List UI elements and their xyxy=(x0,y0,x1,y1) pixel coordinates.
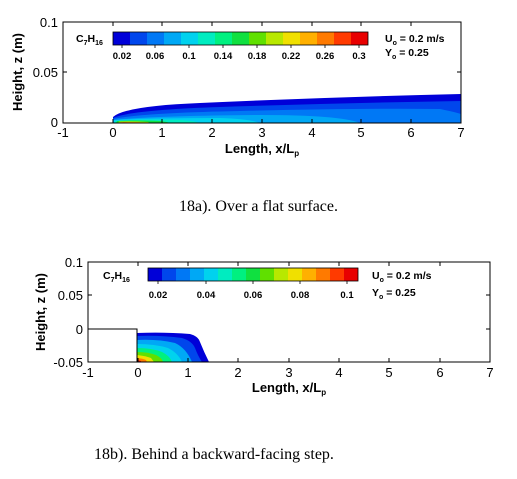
plot-b-y-tick-label: 0 xyxy=(76,322,83,337)
plot-b-x-tick-label: 1 xyxy=(184,365,191,380)
colorbar-b-swatch xyxy=(288,268,302,281)
colorbar-a-swatch xyxy=(334,32,351,45)
colorbar-b-swatch xyxy=(190,268,204,281)
colorbar-a-swatch xyxy=(232,32,249,45)
plot-a-y-tick-label: 0.05 xyxy=(33,65,58,80)
colorbar-b-swatch xyxy=(148,268,162,281)
colorbar-a-swatch xyxy=(266,32,283,45)
colorbar-a-tick-label: 0.06 xyxy=(146,51,165,62)
plot-a-velocity-annotation: Uo = 0.2 m/s xyxy=(385,33,445,47)
plot-b: 0.02 0.04 0.06 0.08 0.1 C7H16 Uo = 0.2 m… xyxy=(33,255,494,397)
plot-a-y-tick-label: 0.1 xyxy=(40,15,58,30)
plot-a-y-tick-label: 0 xyxy=(51,115,58,130)
colorbar-a-swatch xyxy=(181,32,198,45)
colorbar-a-swatch xyxy=(147,32,164,45)
plot-a-x-tick-label: 2 xyxy=(208,125,215,140)
colorbar-a-swatch xyxy=(215,32,232,45)
colorbar-a-swatch xyxy=(283,32,300,45)
colorbar-b-tick-label: 0.08 xyxy=(291,290,310,301)
colorbar-a-swatch xyxy=(198,32,215,45)
plot-b-frame xyxy=(87,261,491,363)
plot-b-y-axis-label: Height, z (m) xyxy=(33,273,48,351)
colorbar-a-tick-label: 0.02 xyxy=(113,51,132,62)
plot-a-species-label: C7H16 xyxy=(76,33,103,47)
plot-a-x-tick-label: 4 xyxy=(308,125,315,140)
colorbar-a-swatch xyxy=(317,32,334,45)
colorbar-b-swatch xyxy=(344,268,358,281)
plot-a: 0.02 0.06 0.1 0.14 0.18 0.22 0.26 0.3 C7… xyxy=(10,15,465,158)
colorbar-b-swatch xyxy=(330,268,344,281)
colorbar-b-swatch xyxy=(162,268,176,281)
plot-b-x-tick-label: 7 xyxy=(486,365,493,380)
plot-a-x-tick-label: 0 xyxy=(109,125,116,140)
colorbar-a-tick-label: 0.22 xyxy=(282,51,301,62)
plot-b-x-tick-label: 2 xyxy=(234,365,241,380)
plot-a-x-tick-label: -1 xyxy=(57,125,69,140)
plot-b-colorbar: 0.02 0.04 0.06 0.08 0.1 xyxy=(147,267,359,301)
plot-a-x-tick-label: 5 xyxy=(357,125,364,140)
colorbar-a-swatch xyxy=(249,32,266,45)
colorbar-b-swatch xyxy=(260,268,274,281)
plot-b-x-tick-label: 6 xyxy=(436,365,443,380)
plot-b-velocity-annotation: Uo = 0.2 m/s xyxy=(372,270,432,284)
plot-a-x-tick-label: 6 xyxy=(407,125,414,140)
colorbar-a-swatch xyxy=(300,32,317,45)
colorbar-a-tick-label: 0.14 xyxy=(214,51,233,62)
colorbar-b-swatch xyxy=(316,268,330,281)
colorbar-b-swatch xyxy=(274,268,288,281)
plot-b-y-tick-label: 0.05 xyxy=(58,288,83,303)
plot-a-x-tick-label: 7 xyxy=(457,125,464,140)
colorbar-b-swatch xyxy=(302,268,316,281)
plot-b-step-outline xyxy=(88,328,138,362)
colorbar-a-swatch xyxy=(351,32,368,45)
colorbar-b-tick-label: 0.06 xyxy=(244,290,263,301)
plot-a-frame xyxy=(62,21,462,124)
plot-b-y-tick-label: 0.1 xyxy=(65,255,83,270)
colorbar-a-tick-label: 0.3 xyxy=(352,51,365,62)
colorbar-a-swatch xyxy=(130,32,147,45)
plot-b-contours xyxy=(137,332,209,362)
colorbar-b-swatch xyxy=(176,268,190,281)
colorbar-a-tick-label: 0.26 xyxy=(316,51,335,62)
plot-b-x-tick-label: 0 xyxy=(134,365,141,380)
plot-a-colorbar: 0.02 0.06 0.1 0.14 0.18 0.22 0.26 0.3 xyxy=(112,31,369,62)
colorbar-a-swatch xyxy=(113,32,130,45)
colorbar-b-tick-label: 0.04 xyxy=(197,290,216,301)
plot-a-x-axis-label: Length, x/Lp xyxy=(225,141,299,158)
plot-b-x-tick-label: 3 xyxy=(285,365,292,380)
colorbar-a-swatch xyxy=(164,32,181,45)
plot-a-contours xyxy=(113,94,461,123)
plot-b-y-tick-label: -0.05 xyxy=(53,355,83,370)
plot-a-x-tick-label: 3 xyxy=(258,125,265,140)
colorbar-b-swatch xyxy=(232,268,246,281)
plot-a-y-axis-label: Height, z (m) xyxy=(10,33,25,111)
plot-b-x-axis-label: Length, x/Lp xyxy=(252,380,326,397)
colorbar-b-swatch xyxy=(246,268,260,281)
colorbar-b-tick-label: 0.02 xyxy=(149,290,168,301)
plot-b-fraction-annotation: Yo = 0.25 xyxy=(372,287,416,301)
plot-b-x-tick-label: 5 xyxy=(385,365,392,380)
colorbar-b-tick-label: 0.1 xyxy=(340,290,354,301)
plot-b-x-tick-label: -1 xyxy=(82,365,94,380)
plot-b-x-tick-label: 4 xyxy=(335,365,342,380)
colorbar-b-swatch xyxy=(218,268,232,281)
colorbar-b-swatch xyxy=(204,268,218,281)
plot-a-x-tick-label: 1 xyxy=(158,125,165,140)
plot-a-fraction-annotation: Yo = 0.25 xyxy=(385,47,429,61)
plot-b-species-label: C7H16 xyxy=(103,270,130,284)
caption-a: 18a). Over a flat surface. xyxy=(178,198,339,215)
caption-b: 18b). Behind a backward-facing step. xyxy=(94,446,334,463)
colorbar-a-tick-label: 0.1 xyxy=(182,51,196,62)
colorbar-a-border xyxy=(112,31,369,46)
colorbar-a-tick-label: 0.18 xyxy=(248,51,267,62)
